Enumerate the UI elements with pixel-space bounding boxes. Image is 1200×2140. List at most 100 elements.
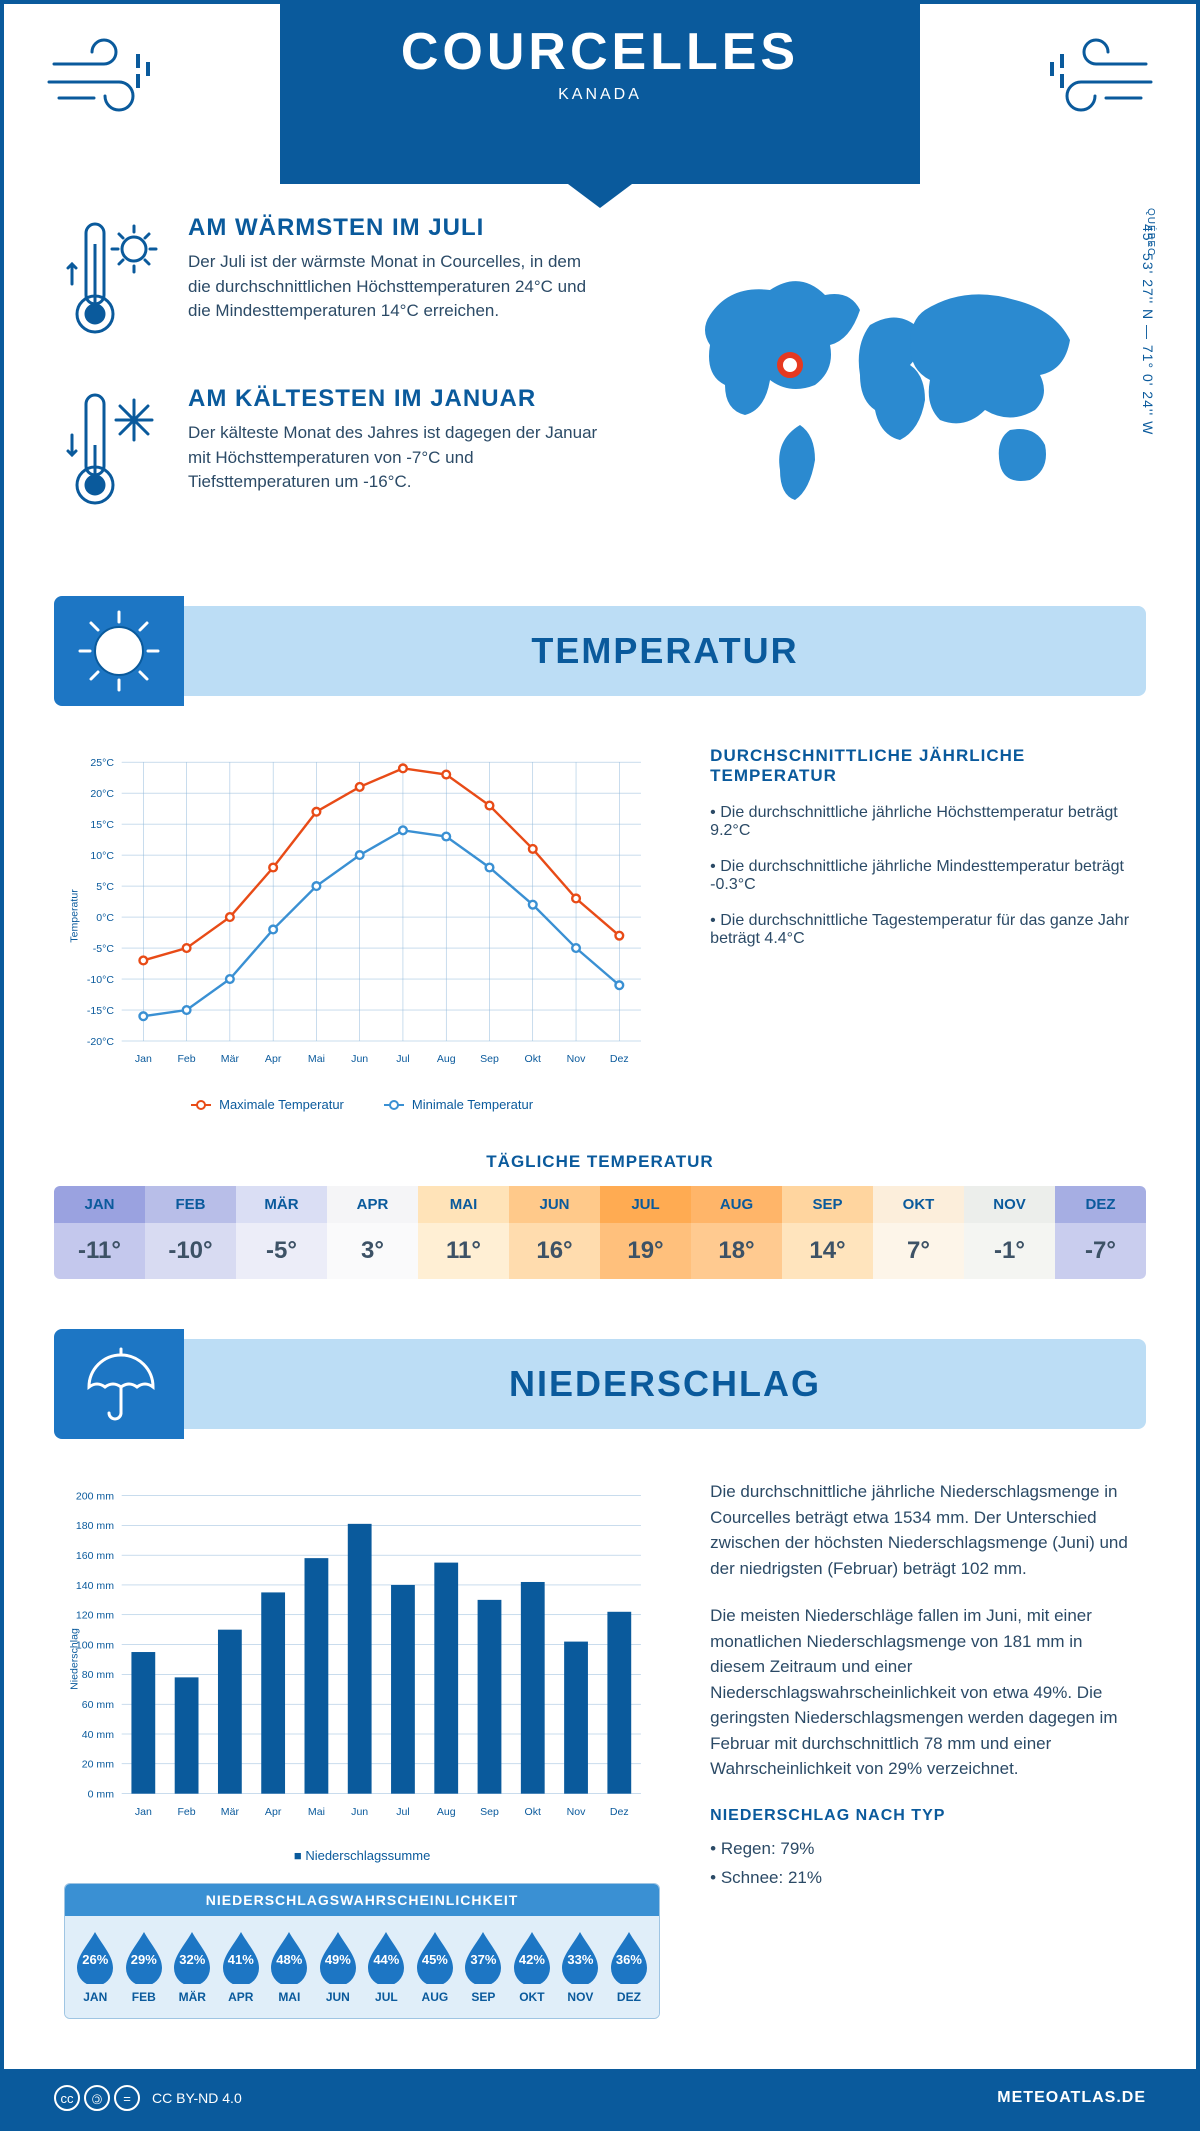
facts-column: AM WÄRMSTEN IM JULI Der Juli ist der wär…: [64, 214, 605, 556]
svg-text:Sep: Sep: [480, 1053, 499, 1065]
drop-icon: 49%: [316, 1930, 360, 1984]
wind-icon: [44, 34, 154, 119]
svg-text:160 mm: 160 mm: [76, 1550, 114, 1562]
temp-info-line: • Die durchschnittliche Tagestemperatur …: [710, 912, 1136, 948]
daily-cell: AUG18°: [691, 1186, 782, 1279]
svg-text:Nov: Nov: [567, 1053, 587, 1065]
probability-cell: 33% NOV: [556, 1930, 605, 2004]
drop-icon: 45%: [413, 1930, 457, 1984]
daily-cell: FEB-10°: [145, 1186, 236, 1279]
drop-icon: 42%: [510, 1930, 554, 1984]
svg-text:Okt: Okt: [525, 1053, 541, 1065]
thermometer-snow-icon: [64, 385, 164, 520]
svg-text:Jul: Jul: [396, 1053, 410, 1065]
precipitation-legend: ■ Niederschlagssumme: [64, 1848, 660, 1863]
svg-text:Feb: Feb: [177, 1053, 195, 1065]
svg-text:100 mm: 100 mm: [76, 1639, 114, 1651]
svg-text:-10°C: -10°C: [87, 974, 114, 986]
footer: cc🄯= CC BY-ND 4.0 METEOATLAS.DE: [4, 2069, 1196, 2127]
fact-warm-title: AM WÄRMSTEN IM JULI: [188, 214, 605, 242]
svg-text:10°C: 10°C: [90, 850, 114, 862]
svg-text:Aug: Aug: [437, 1806, 456, 1818]
legend-min: Minimale Temperatur: [412, 1097, 533, 1112]
cc-icon: cc🄯=: [54, 2085, 140, 2111]
intro-section: AM WÄRMSTEN IM JULI Der Juli ist der wär…: [4, 184, 1196, 596]
svg-text:60 mm: 60 mm: [82, 1699, 114, 1711]
probability-cell: 49% JUN: [314, 1930, 363, 2004]
drop-icon: 32%: [170, 1930, 214, 1984]
svg-text:Niederschlag: Niederschlag: [68, 1628, 80, 1690]
precipitation-banner: NIEDERSCHLAG: [54, 1329, 1146, 1439]
license-text: CC BY-ND 4.0: [152, 2090, 242, 2106]
svg-text:Nov: Nov: [567, 1806, 587, 1818]
drop-icon: 41%: [219, 1930, 263, 1984]
svg-text:120 mm: 120 mm: [76, 1610, 114, 1622]
coordinates: 45° 53' 27'' N — 71° 0' 24'' W: [1140, 224, 1156, 435]
temperature-info: DURCHSCHNITTLICHE JÄHRLICHE TEMPERATUR •…: [710, 746, 1136, 1112]
precipitation-content: 0 mm20 mm40 mm60 mm80 mm100 mm120 mm140 …: [4, 1469, 1196, 2039]
svg-text:Okt: Okt: [525, 1806, 541, 1818]
thermometer-sun-icon: [64, 214, 164, 349]
svg-text:140 mm: 140 mm: [76, 1580, 114, 1592]
svg-text:-5°C: -5°C: [93, 943, 115, 955]
legend-max: Maximale Temperatur: [219, 1097, 344, 1112]
license: cc🄯= CC BY-ND 4.0: [54, 2085, 242, 2111]
probability-cell: 37% SEP: [459, 1930, 508, 2004]
svg-text:Jul: Jul: [396, 1806, 410, 1818]
svg-text:200 mm: 200 mm: [76, 1490, 114, 1502]
site-name: METEOATLAS.DE: [997, 2089, 1146, 2107]
temperature-title: TEMPERATUR: [184, 606, 1146, 696]
svg-text:Aug: Aug: [437, 1053, 456, 1065]
svg-text:15°C: 15°C: [90, 819, 114, 831]
svg-text:Jan: Jan: [135, 1053, 152, 1065]
svg-text:Apr: Apr: [265, 1806, 282, 1818]
fact-coldest: AM KÄLTESTEN IM JANUAR Der kälteste Mona…: [64, 385, 605, 520]
temp-info-line: • Die durchschnittliche jährliche Mindes…: [710, 858, 1136, 894]
svg-text:Mai: Mai: [308, 1053, 325, 1065]
temp-info-line: • Die durchschnittliche jährliche Höchst…: [710, 804, 1136, 840]
fact-warm-body: Der Juli ist der wärmste Monat in Cource…: [188, 250, 605, 324]
precipitation-chart: 0 mm20 mm40 mm60 mm80 mm100 mm120 mm140 …: [64, 1479, 660, 2019]
svg-text:180 mm: 180 mm: [76, 1520, 114, 1532]
daily-cell: JUL19°: [600, 1186, 691, 1279]
daily-title: TÄGLICHE TEMPERATUR: [4, 1152, 1196, 1172]
daily-cell: SEP14°: [782, 1186, 873, 1279]
drop-icon: 29%: [122, 1930, 166, 1984]
daily-cell: JUN16°: [509, 1186, 600, 1279]
svg-text:Feb: Feb: [177, 1806, 195, 1818]
svg-text:Temperatur: Temperatur: [68, 889, 80, 943]
drop-icon: 44%: [364, 1930, 408, 1984]
precipitation-text: Die durchschnittliche jährliche Niedersc…: [710, 1479, 1136, 2019]
probability-cell: 41% APR: [217, 1930, 266, 2004]
umbrella-icon: [54, 1329, 184, 1439]
svg-text:Jan: Jan: [135, 1806, 152, 1818]
probability-cell: 44% JUL: [362, 1930, 411, 2004]
daily-cell: JAN-11°: [54, 1186, 145, 1279]
sun-icon: [54, 596, 184, 706]
svg-text:40 mm: 40 mm: [82, 1729, 114, 1741]
drop-icon: 37%: [461, 1930, 505, 1984]
precip-para: Die meisten Niederschläge fallen im Juni…: [710, 1603, 1136, 1782]
svg-text:Dez: Dez: [610, 1806, 629, 1818]
precip-type-line: • Schnee: 21%: [710, 1865, 1136, 1891]
svg-text:Sep: Sep: [480, 1806, 499, 1818]
wind-icon: [1046, 34, 1156, 119]
drop-icon: 36%: [607, 1930, 651, 1984]
probability-cell: 48% MAI: [265, 1930, 314, 2004]
temperature-content: -20°C-15°C-10°C-5°C0°C5°C10°C15°C20°C25°…: [4, 736, 1196, 1142]
fact-cold-title: AM KÄLTESTEN IM JANUAR: [188, 385, 605, 413]
temp-info-title: DURCHSCHNITTLICHE JÄHRLICHE TEMPERATUR: [710, 746, 1136, 786]
probability-cell: 26% JAN: [71, 1930, 120, 2004]
daily-cell: NOV-1°: [964, 1186, 1055, 1279]
probability-box: NIEDERSCHLAGSWAHRSCHEINLICHKEIT 26% JAN …: [64, 1883, 660, 2019]
daily-cell: MÄR-5°: [236, 1186, 327, 1279]
svg-text:0 mm: 0 mm: [88, 1788, 115, 1800]
header: COURCELLES KANADA: [4, 4, 1196, 184]
svg-text:Mär: Mär: [221, 1053, 240, 1065]
daily-cell: DEZ-7°: [1055, 1186, 1146, 1279]
svg-text:Jun: Jun: [351, 1806, 368, 1818]
probability-cell: 32% MÄR: [168, 1930, 217, 2004]
probability-cell: 42% OKT: [508, 1930, 557, 2004]
daily-cell: OKT7°: [873, 1186, 964, 1279]
drop-icon: 48%: [267, 1930, 311, 1984]
